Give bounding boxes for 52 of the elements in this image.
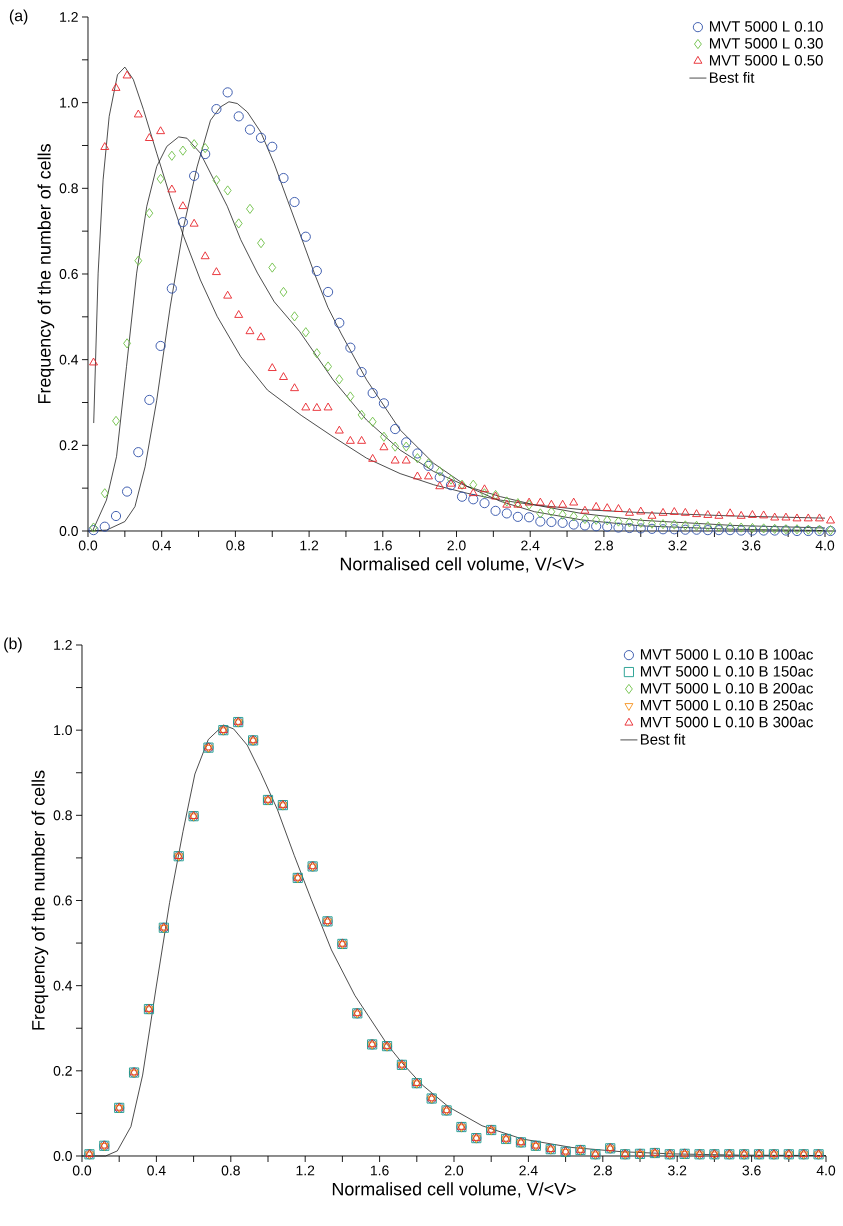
- y-tick-label: 0.6: [53, 895, 72, 906]
- y-tick-label: 0.4: [59, 354, 79, 365]
- y-tick-label: 1.0: [54, 725, 72, 736]
- y-tick-label: 1.0: [60, 97, 78, 108]
- x-tick-label: 3.6: [742, 540, 761, 551]
- y-tick-label: 1.2: [54, 640, 72, 650]
- x-tick-label: 0.4: [152, 540, 171, 551]
- legend-label: MVT 5000 L 0.10 B 250ac: [640, 699, 813, 711]
- x-tick-label: 2.4: [521, 540, 540, 551]
- y-tick-label: 0.2: [53, 1065, 72, 1076]
- x-tick-label: 0.8: [226, 540, 245, 551]
- x-tick-label: 2.0: [447, 540, 466, 551]
- legend-label: MVT 5000 L 0.10 B 200ac: [640, 683, 813, 694]
- y-tick-label: 0.6: [59, 269, 78, 279]
- legend-label: Best fit: [640, 733, 686, 745]
- x-tick-label: 1.2: [300, 540, 319, 551]
- x-tick-label: 0.0: [78, 540, 98, 551]
- x-tick-label: 1.6: [374, 540, 392, 551]
- x-tick-label: 2.8: [594, 540, 613, 551]
- x-tick-label: 0.8: [221, 1165, 240, 1176]
- x-tick-label: 4.0: [815, 540, 835, 551]
- legend-label: MVT 5000 L 0.10 B 150ac: [640, 666, 813, 677]
- x-tick-label: 1.2: [296, 1165, 315, 1176]
- x-tick-label: 3.2: [668, 540, 687, 551]
- legend-label: MVT 5000 L 0.50: [709, 54, 823, 66]
- x-tick-label: 2.0: [445, 1165, 464, 1176]
- legend-label: MVT 5000 L 0.30: [709, 38, 823, 49]
- y-axis-title: Frequency of the number of cells: [37, 144, 55, 404]
- x-tick-label: 3.6: [742, 1165, 761, 1176]
- legend-label: MVT 5000 L 0.10 B 100ac: [640, 649, 813, 660]
- x-tick-label: 2.4: [519, 1165, 538, 1176]
- y-tick-label: 0.0: [53, 1151, 72, 1161]
- text: (b): [4, 637, 22, 653]
- x-tick-label: 2.8: [593, 1165, 612, 1176]
- x-tick-label: 4.0: [816, 1165, 836, 1176]
- y-tick-label: 0.4: [53, 980, 73, 991]
- y-tick-label: 0.8: [53, 810, 72, 821]
- y-tick-label: 0.0: [59, 526, 78, 536]
- x-axis-title: Normalised cell volume, V/<V>: [340, 557, 584, 573]
- legend-label: MVT 5000 L 0.10 B 300ac: [640, 716, 813, 728]
- x-tick-label: 3.2: [668, 1165, 687, 1176]
- y-tick-label: 0.2: [59, 440, 78, 451]
- y-tick-label: 0.8: [59, 183, 78, 194]
- y-tick-label: 1.2: [60, 12, 78, 22]
- text: (a): [9, 9, 28, 25]
- x-axis-title: Normalised cell volume, V/<V>: [332, 1182, 576, 1198]
- y-axis-title: Frequency of the number of cells: [31, 770, 49, 1030]
- x-tick-label: 0.4: [147, 1165, 166, 1176]
- x-tick-label: 0.0: [72, 1165, 92, 1176]
- legend-label: MVT 5000 L 0.10: [709, 21, 823, 32]
- legend-label: Best fit: [709, 71, 755, 83]
- x-tick-label: 1.6: [370, 1165, 389, 1176]
